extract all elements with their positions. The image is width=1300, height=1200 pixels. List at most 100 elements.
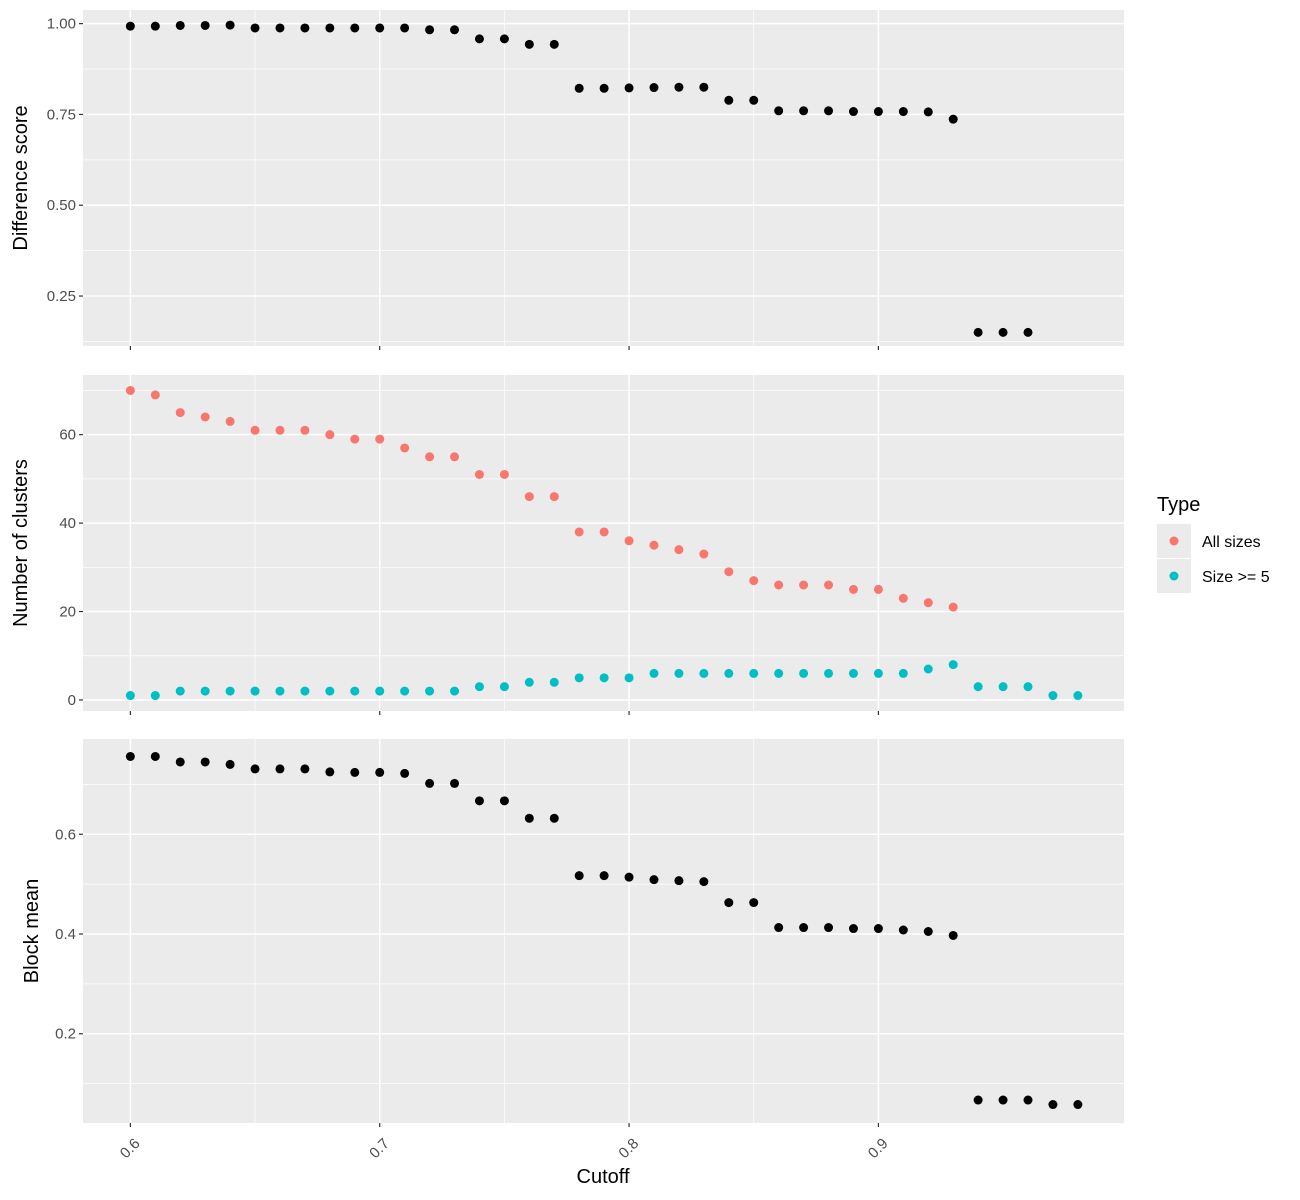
data-point <box>674 545 684 555</box>
legend: Type All sizes Size >= 5 <box>1157 494 1270 593</box>
data-point <box>724 95 734 105</box>
data-point <box>699 877 709 887</box>
y-axis-title: Difference score <box>10 105 32 250</box>
data-point <box>250 23 260 33</box>
data-point <box>400 443 410 453</box>
data-point <box>973 682 983 692</box>
data-point <box>400 23 410 33</box>
x-tick-label: 0.8 <box>615 1135 642 1162</box>
data-point <box>524 677 534 687</box>
data-point <box>699 549 709 559</box>
data-point <box>749 898 759 908</box>
data-point <box>1073 1100 1083 1110</box>
data-point <box>175 408 185 418</box>
data-point <box>524 39 534 49</box>
y-tick-label: 0.2 <box>55 1026 76 1043</box>
data-point <box>848 924 858 934</box>
data-point <box>125 751 135 761</box>
data-point <box>125 691 135 701</box>
data-point <box>898 925 908 935</box>
data-point <box>799 106 809 116</box>
data-point <box>474 469 484 479</box>
data-point <box>774 580 784 590</box>
data-point <box>200 20 210 30</box>
y-tick-label: 0 <box>68 692 76 709</box>
data-point <box>400 686 410 696</box>
data-point <box>175 757 185 767</box>
data-point <box>898 593 908 603</box>
data-point <box>574 673 584 683</box>
data-point <box>873 584 883 594</box>
series-points <box>125 751 1083 1110</box>
data-point <box>873 668 883 678</box>
data-point <box>799 668 809 678</box>
data-point <box>150 390 160 400</box>
data-point <box>524 492 534 502</box>
data-point <box>799 580 809 590</box>
data-point <box>125 385 135 395</box>
y-tick-label: 0.25 <box>47 288 76 305</box>
data-point <box>998 1095 1008 1105</box>
y-tick-label: 60 <box>59 427 76 444</box>
data-point <box>425 25 435 35</box>
data-point <box>225 20 235 30</box>
legend-label-all-sizes: All sizes <box>1202 534 1261 551</box>
data-point <box>275 425 285 435</box>
data-point <box>549 677 559 687</box>
y-tick-label: 40 <box>59 515 76 532</box>
data-point <box>574 83 584 93</box>
y-tick-label: 0.6 <box>55 826 76 843</box>
panel-background <box>83 375 1124 711</box>
data-point <box>200 757 210 767</box>
data-point <box>574 527 584 537</box>
data-point <box>474 34 484 44</box>
data-point <box>325 767 335 777</box>
data-point <box>350 434 360 444</box>
data-point <box>1048 1100 1058 1110</box>
data-point <box>350 23 360 33</box>
data-point <box>973 327 983 337</box>
data-point <box>649 83 659 93</box>
data-point <box>450 778 460 788</box>
y-axis-title: Number of clusters <box>10 459 32 627</box>
data-point <box>375 767 385 777</box>
data-point <box>774 668 784 678</box>
data-point <box>649 875 659 885</box>
data-point <box>824 106 834 116</box>
data-point <box>425 686 435 696</box>
data-point <box>250 425 260 435</box>
data-point <box>873 107 883 117</box>
data-point <box>848 668 858 678</box>
data-point <box>325 686 335 696</box>
y-tick-label: 20 <box>59 604 76 621</box>
data-point <box>425 778 435 788</box>
data-point <box>824 923 834 933</box>
data-point <box>275 686 285 696</box>
data-point <box>474 682 484 692</box>
data-point <box>923 598 933 608</box>
y-axis-title: Block mean <box>21 879 43 984</box>
data-point <box>350 767 360 777</box>
data-point <box>724 567 734 577</box>
data-point <box>1073 691 1083 701</box>
panel-1: 0.25 0.50 0.75 1.00 Difference score <box>10 10 1124 350</box>
data-point <box>125 21 135 31</box>
data-point <box>599 83 609 93</box>
data-point <box>774 923 784 933</box>
data-point <box>450 452 460 462</box>
data-point <box>674 668 684 678</box>
data-point <box>898 107 908 117</box>
data-point <box>1048 691 1058 701</box>
data-point <box>948 114 958 124</box>
data-point <box>1023 327 1033 337</box>
data-point <box>275 23 285 33</box>
data-point <box>749 95 759 105</box>
x-tick-label: 0.9 <box>865 1135 892 1162</box>
data-point <box>175 686 185 696</box>
data-point <box>998 682 1008 692</box>
data-point <box>799 923 809 933</box>
data-point <box>898 668 908 678</box>
data-point <box>724 898 734 908</box>
data-point <box>549 492 559 502</box>
